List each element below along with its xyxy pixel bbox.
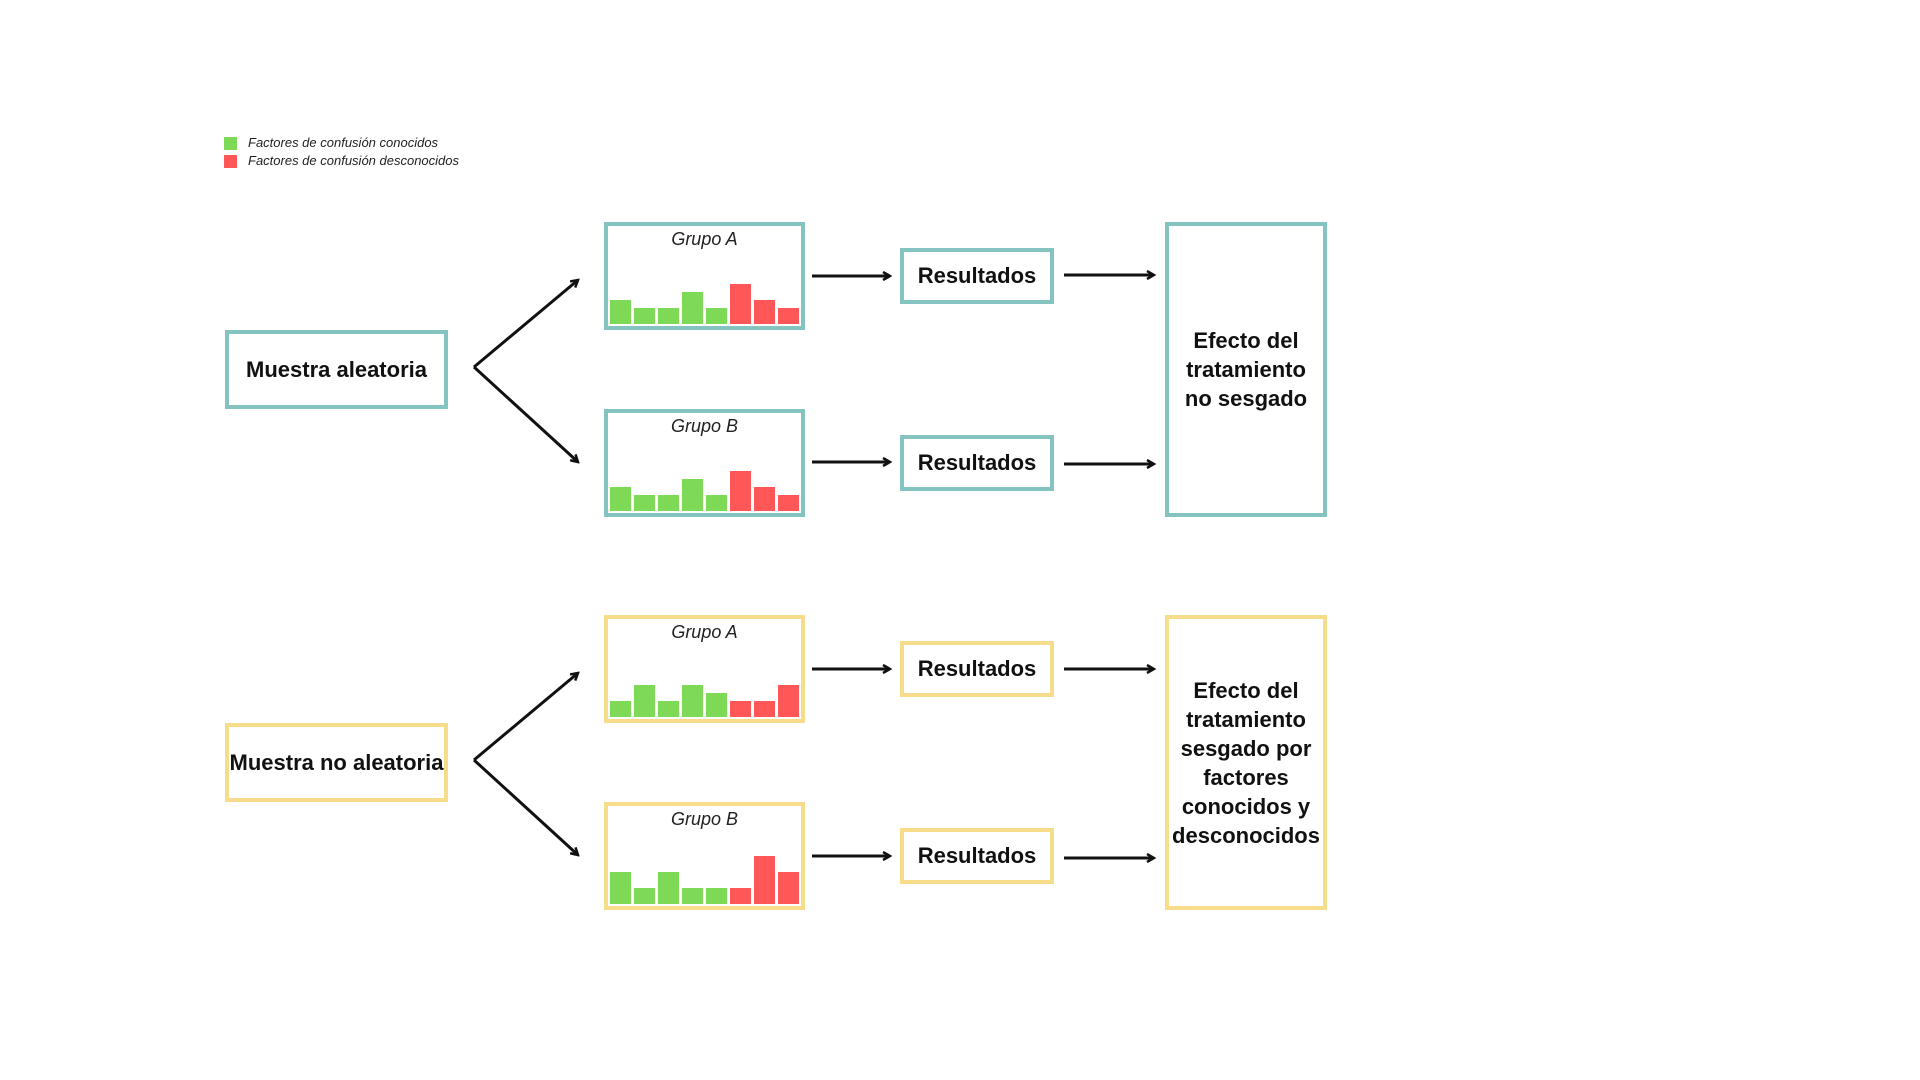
bar-known-confounder (658, 872, 679, 904)
nonrandom-group-a: Grupo A (604, 615, 805, 723)
nonrandom-sample-box: Muestra no aleatoria (225, 723, 448, 802)
bar-known-confounder (610, 300, 631, 324)
bar-unknown-confounder (778, 495, 799, 511)
random-group-a: Grupo A (604, 222, 805, 330)
legend-swatch-unknown (224, 155, 237, 168)
random-group-a-bars (610, 272, 799, 324)
bar-known-confounder (610, 487, 631, 511)
random-results-b-label: Resultados (917, 450, 1037, 475)
bar-unknown-confounder (730, 701, 751, 717)
random-group-a-title: Grupo A (671, 229, 738, 249)
bar-known-confounder (682, 685, 703, 717)
bar-unknown-confounder (754, 701, 775, 717)
bar-known-confounder (706, 693, 727, 717)
bar-known-confounder (682, 292, 703, 324)
nonrandom-results-b-label: Resultados (917, 843, 1037, 868)
bar-known-confounder (658, 701, 679, 717)
arrow-random-to-group-a (473, 280, 578, 369)
nonrandom-group-a-title: Grupo A (671, 622, 738, 642)
legend-label-unknown: Factores de confusión desconocidos (248, 153, 460, 168)
random-group-b-title: Grupo B (670, 416, 739, 436)
bar-unknown-confounder (730, 471, 751, 511)
bar-unknown-confounder (754, 487, 775, 511)
bar-known-confounder (634, 888, 655, 904)
nonrandom-results-a-label: Resultados (917, 656, 1037, 681)
arrow-nonrandom-to-group-a (473, 673, 578, 762)
random-effect-label: Efecto del tratamiento no sesgado (1184, 328, 1308, 411)
bar-known-confounder (682, 479, 703, 511)
bar-known-confounder (634, 308, 655, 324)
bar-unknown-confounder (754, 300, 775, 324)
random-effect-box: Efecto del tratamiento no sesgado (1165, 222, 1327, 517)
nonrandom-group-b-title: Grupo B (670, 809, 739, 829)
bar-unknown-confounder (754, 856, 775, 904)
random-results-b-box: Resultados (900, 435, 1054, 491)
arrow-nonrandom-to-group-b (472, 758, 578, 855)
nonrandom-group-a-bars (610, 665, 799, 717)
random-group-b-bars (610, 459, 799, 511)
random-sample-box: Muestra aleatoria (225, 330, 448, 409)
nonrandom-group-b-bars (610, 852, 799, 904)
random-group-b: Grupo B (604, 409, 805, 517)
bar-known-confounder (610, 701, 631, 717)
bar-known-confounder (682, 888, 703, 904)
bar-known-confounder (706, 888, 727, 904)
arrow-random-to-group-b (472, 365, 578, 462)
bar-known-confounder (634, 685, 655, 717)
bar-unknown-confounder (778, 308, 799, 324)
nonrandom-effect-box: Efecto del tratamiento sesgado por facto… (1165, 615, 1327, 910)
nonrandom-results-a-box: Resultados (900, 641, 1054, 697)
nonrandom-effect-label: Efecto del tratamiento sesgado por facto… (1172, 677, 1320, 848)
bar-known-confounder (634, 495, 655, 511)
legend-label-known: Factores de confusión conocidos (248, 135, 439, 150)
nonrandom-sample-label: Muestra no aleatoria (229, 750, 444, 775)
nonrandom-group-b: Grupo B (604, 802, 805, 910)
bar-known-confounder (658, 495, 679, 511)
bar-known-confounder (610, 872, 631, 904)
random-results-a-box: Resultados (900, 248, 1054, 304)
bar-unknown-confounder (778, 685, 799, 717)
bar-known-confounder (658, 308, 679, 324)
bar-unknown-confounder (730, 284, 751, 324)
bar-unknown-confounder (778, 872, 799, 904)
legend-swatch-known (224, 137, 237, 150)
bar-unknown-confounder (730, 888, 751, 904)
random-sample-label: Muestra aleatoria (246, 357, 427, 382)
bar-known-confounder (706, 495, 727, 511)
bar-known-confounder (706, 308, 727, 324)
random-results-a-label: Resultados (917, 263, 1037, 288)
nonrandom-results-b-box: Resultados (900, 828, 1054, 884)
